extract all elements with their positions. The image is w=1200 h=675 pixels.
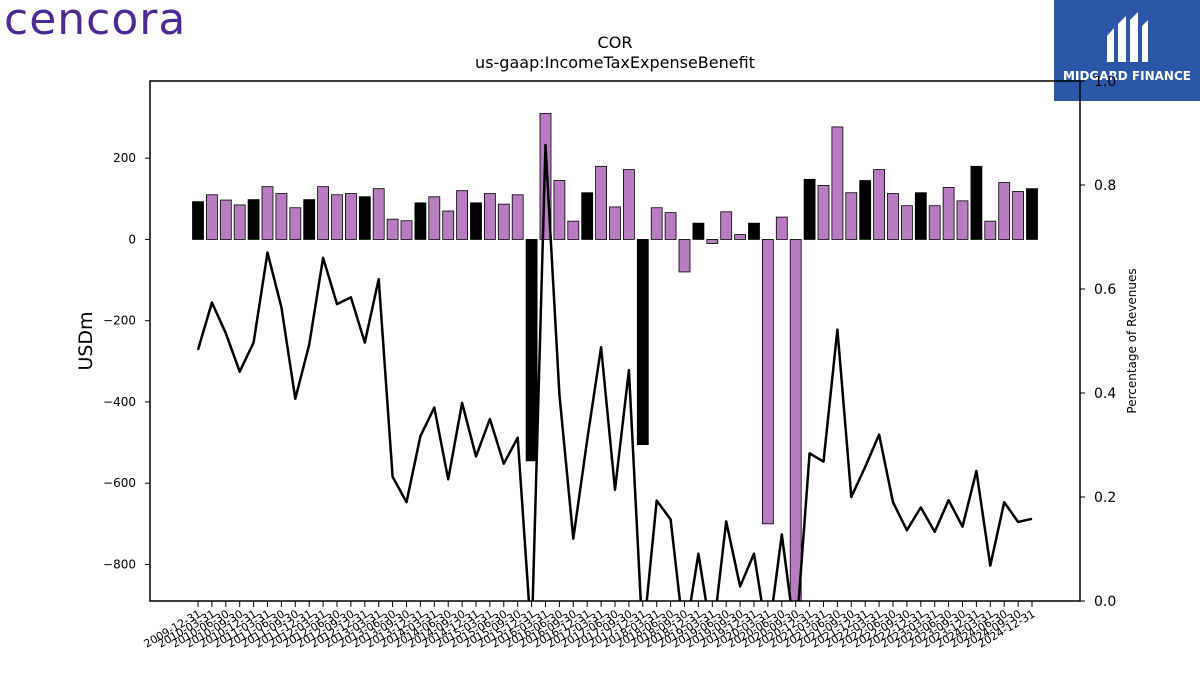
quarterly-bar (331, 194, 343, 240)
annual-bar (192, 201, 204, 240)
quarterly-bar (219, 199, 232, 240)
annual-bar (1026, 188, 1038, 240)
quarterly-bar (275, 193, 288, 240)
plot-frame (149, 80, 1081, 602)
quarterly-bar (650, 207, 663, 240)
quarterly-bar (233, 204, 246, 240)
quarterly-bar (372, 188, 385, 240)
chart-subtitle: us-gaap:IncomeTaxExpenseBenefit (475, 53, 755, 72)
quarterly-bar (595, 165, 607, 240)
annual-bar (803, 178, 816, 240)
midgard-finance-wordmark: MIDGARD FINANCE (1063, 69, 1191, 83)
y-tick-label: −400 (103, 395, 136, 409)
quarterly-bar (261, 186, 274, 240)
quarterly-bar (678, 239, 691, 273)
quarterly-bar (553, 180, 566, 240)
quarterly-bar (873, 169, 885, 240)
quarterly-bar (567, 220, 580, 240)
y-axis-right: 0.0 0.2 0.4 0.6 0.8 1.0 (1080, 74, 1116, 610)
annual-bar (525, 239, 538, 462)
cencora-logo: cencora (4, 0, 187, 45)
y-tick-label: −600 (103, 476, 136, 490)
y2-tick-label: 0.2 (1094, 490, 1116, 506)
annual-bar (247, 199, 260, 240)
annual-bar (581, 192, 594, 240)
y2-axis-label: Percentage of Revenues (1125, 268, 1139, 413)
annual-bar (636, 239, 649, 446)
y-axis-label: USDm (75, 311, 97, 370)
y-tick-label: −200 (103, 314, 136, 328)
quarterly-bar (734, 234, 746, 240)
quarterly-bar (456, 190, 469, 240)
quarterly-bar (956, 200, 969, 240)
annual-bar (303, 199, 316, 240)
y-axis-left: −800 −600 −400 −200 0 200 (103, 151, 150, 571)
y-tick-label: −800 (103, 557, 136, 571)
y-tick-label: 200 (113, 151, 136, 165)
quarterly-bar (386, 218, 399, 240)
quarterly-bar (984, 220, 997, 240)
annual-bar (970, 165, 983, 240)
quarterly-bar (442, 210, 455, 240)
annual-bar (358, 196, 371, 240)
quarterly-bar (400, 220, 413, 240)
annual-bar (470, 202, 482, 240)
quarterly-bar (942, 187, 955, 240)
quarterly-bar (205, 194, 218, 240)
quarterly-bar (706, 239, 719, 244)
line-series-layer (196, 143, 1033, 601)
quarterly-bar (317, 186, 330, 240)
midgard-finance-logo: MIDGARD FINANCE (1054, 0, 1200, 101)
annual-bar (748, 222, 760, 240)
quarterly-bar (609, 206, 621, 240)
quarterly-bar (928, 205, 941, 240)
quarterly-bar (664, 212, 677, 240)
annual-bar (414, 202, 427, 240)
quarterly-bar (497, 203, 510, 240)
quarterly-bar (428, 196, 441, 240)
quarterly-bar (775, 216, 788, 240)
annual-bar (859, 180, 872, 240)
quarterly-bar (289, 207, 302, 240)
quarterly-bar (623, 169, 635, 240)
quarterly-bar (817, 185, 830, 240)
midgard-emblem-icon (1107, 12, 1148, 62)
quarterly-bar (789, 239, 802, 602)
quarterly-bar (901, 205, 913, 240)
y2-tick-label: 0.4 (1094, 386, 1116, 402)
chart-title: COR (598, 33, 633, 52)
quarterly-bar (483, 193, 496, 240)
quarterly-bar (887, 193, 899, 240)
quarterly-bar (845, 192, 858, 240)
x-axis: 2009-12-312010-03-312010-06-302010-09-30… (142, 601, 1038, 651)
y2-tick-label: 0.8 (1094, 178, 1116, 194)
quarterly-bar (831, 126, 844, 240)
quarterly-bar (998, 182, 1011, 240)
y2-tick-label: 0.0 (1094, 594, 1116, 610)
revenue-percentage-line (196, 143, 1033, 601)
bar-series (192, 113, 1038, 602)
quarterly-bar (720, 211, 733, 240)
quarterly-bar (1012, 191, 1024, 240)
y2-tick-label: 0.6 (1094, 282, 1116, 298)
quarterly-bar (762, 239, 774, 525)
quarterly-bar (511, 194, 524, 240)
quarterly-bar (344, 193, 357, 240)
y2-tick-label: 1.0 (1094, 74, 1116, 90)
y-tick-label: 0 (128, 232, 136, 246)
annual-bar (914, 192, 927, 240)
annual-bar (692, 222, 705, 240)
